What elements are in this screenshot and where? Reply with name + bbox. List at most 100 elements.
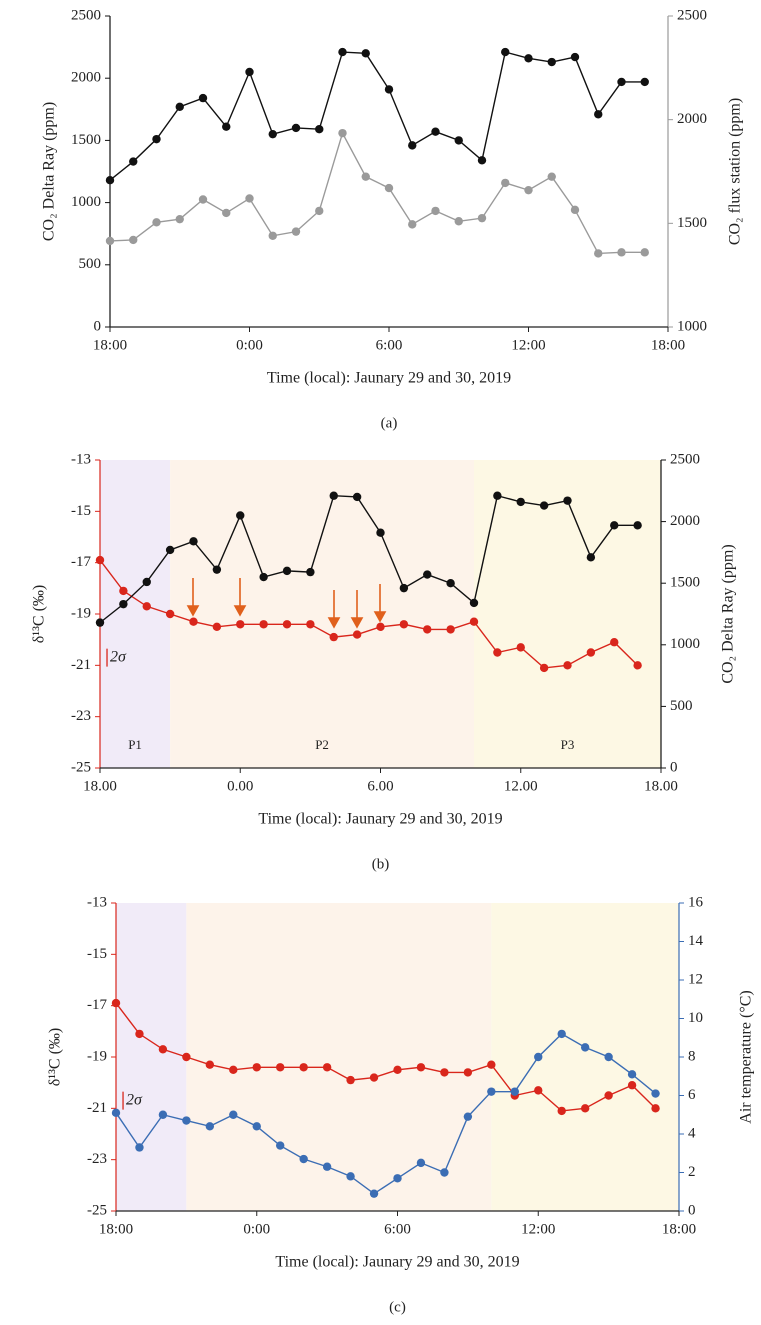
point bbox=[152, 218, 161, 227]
x-tick-label: 12:00 bbox=[511, 337, 545, 353]
point bbox=[222, 208, 231, 218]
point bbox=[361, 49, 370, 58]
y-tick-label: -13 bbox=[71, 451, 91, 467]
period-band bbox=[491, 903, 679, 1211]
point bbox=[346, 1075, 355, 1085]
point bbox=[557, 1029, 566, 1039]
point bbox=[111, 998, 121, 1008]
point bbox=[182, 1052, 191, 1062]
caption: (b) bbox=[372, 856, 390, 872]
y2-tick-label: 1000 bbox=[670, 636, 700, 652]
y2-tick-label: 0 bbox=[670, 759, 678, 775]
point bbox=[315, 125, 324, 134]
point bbox=[547, 172, 556, 181]
point bbox=[534, 1086, 543, 1095]
y2-tick-label: 12 bbox=[688, 971, 703, 987]
point bbox=[408, 141, 417, 150]
point bbox=[610, 521, 619, 530]
point bbox=[105, 236, 115, 246]
point bbox=[627, 1070, 637, 1079]
point bbox=[651, 1089, 660, 1098]
arrow-head bbox=[233, 605, 247, 617]
y-axis-title: δ¹³C (‰) bbox=[47, 1028, 64, 1086]
point bbox=[282, 620, 292, 629]
y-tick-label: -13 bbox=[87, 894, 107, 910]
point bbox=[393, 1065, 402, 1075]
y2-tick-label: 1500 bbox=[670, 575, 700, 591]
x-tick-label: 6:00 bbox=[376, 337, 403, 353]
point bbox=[306, 567, 315, 577]
point bbox=[594, 249, 603, 258]
point bbox=[268, 129, 277, 139]
point bbox=[369, 1073, 379, 1082]
x-tick-label: 12.00 bbox=[504, 778, 538, 794]
panel: -25 -23 -21 -19 -17 -15 -13 0 2 4 6 8 10 12 14 16 18:00 0… bbox=[47, 894, 755, 1315]
point bbox=[580, 1043, 590, 1052]
y-tick-label: -17 bbox=[71, 554, 91, 570]
y2-tick-label: 2 bbox=[688, 1164, 696, 1180]
point bbox=[329, 632, 338, 642]
period-label: P3 bbox=[561, 737, 575, 752]
annotation: 2σ bbox=[126, 1091, 143, 1108]
point bbox=[291, 123, 301, 133]
point bbox=[105, 176, 115, 185]
point bbox=[454, 136, 463, 145]
point bbox=[594, 110, 603, 119]
y-tick-label: -17 bbox=[87, 997, 107, 1013]
y2-tick-label: 6 bbox=[688, 1087, 696, 1103]
point bbox=[322, 1063, 332, 1072]
point bbox=[446, 625, 455, 634]
point bbox=[469, 598, 479, 608]
y-tick-label: 0 bbox=[94, 318, 102, 334]
point bbox=[175, 102, 184, 112]
point bbox=[539, 501, 549, 510]
point bbox=[501, 178, 510, 188]
point bbox=[393, 1174, 402, 1183]
y2-tick-label: 2500 bbox=[670, 451, 700, 467]
x-tick-label: 18.00 bbox=[83, 778, 117, 794]
point bbox=[376, 528, 385, 537]
y2-tick-label: 14 bbox=[688, 933, 704, 949]
series-line bbox=[109, 51, 645, 181]
point bbox=[165, 545, 175, 555]
x-tick-label: 0:00 bbox=[236, 337, 263, 353]
point bbox=[175, 214, 184, 224]
point bbox=[570, 52, 580, 62]
x-axis-title: Time (local): Jaunary 29 and 30, 2019 bbox=[275, 1254, 519, 1271]
y-tick-label: -21 bbox=[87, 1100, 107, 1116]
period-band bbox=[116, 903, 187, 1211]
point bbox=[165, 609, 175, 619]
point bbox=[487, 1060, 496, 1069]
point bbox=[617, 77, 626, 87]
point bbox=[229, 1065, 238, 1075]
point bbox=[129, 157, 138, 166]
point bbox=[205, 1122, 215, 1131]
point bbox=[276, 1141, 285, 1150]
point bbox=[212, 565, 222, 574]
point bbox=[633, 521, 642, 530]
y-tick-label: -15 bbox=[87, 946, 107, 962]
point bbox=[446, 579, 455, 588]
point bbox=[423, 625, 432, 634]
point bbox=[570, 205, 580, 215]
y-tick-label: -25 bbox=[71, 759, 91, 775]
point bbox=[111, 1108, 121, 1118]
point bbox=[282, 566, 292, 576]
x-tick-label: 0.00 bbox=[227, 778, 253, 794]
y2-tick-label: 10 bbox=[688, 1010, 703, 1026]
point bbox=[416, 1158, 426, 1168]
y-tick-label: 500 bbox=[79, 256, 102, 272]
point bbox=[610, 638, 619, 647]
x-tick-label: 18.00 bbox=[644, 778, 678, 794]
point bbox=[376, 622, 385, 632]
point bbox=[493, 648, 502, 657]
y-tick-label: -23 bbox=[87, 1151, 107, 1167]
point bbox=[299, 1154, 308, 1164]
point bbox=[291, 227, 301, 236]
point bbox=[252, 1122, 261, 1131]
point bbox=[477, 156, 487, 165]
point bbox=[617, 248, 626, 257]
point bbox=[440, 1168, 449, 1177]
